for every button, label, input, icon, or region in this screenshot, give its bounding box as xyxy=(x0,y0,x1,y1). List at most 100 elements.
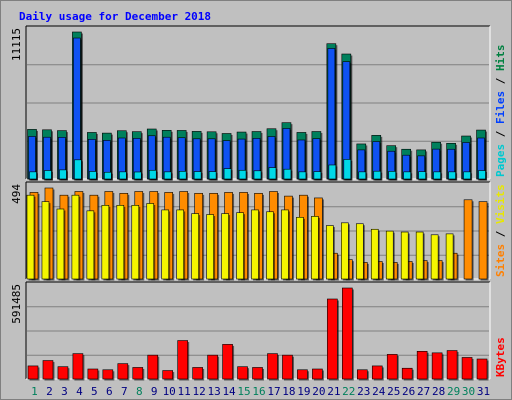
sites-bar xyxy=(206,214,216,281)
visits-bar xyxy=(478,201,489,281)
files-bar-face xyxy=(327,48,336,180)
sites-bar-face xyxy=(415,231,424,280)
kbytes-bar xyxy=(177,340,190,381)
panel-visits: 494 Sites / Visits xyxy=(10,181,507,281)
files-bar xyxy=(73,37,82,181)
sites-bar-face xyxy=(41,201,50,280)
pages-bar xyxy=(448,171,458,181)
side-label-segment: KBytes xyxy=(494,337,507,377)
kbytes-bar xyxy=(327,298,339,381)
pages-bar xyxy=(463,171,473,181)
side-label-segment: / xyxy=(494,224,507,244)
sites-bar-face xyxy=(266,211,274,280)
kbytes-bar-face xyxy=(401,367,413,380)
kbytes-bar-face xyxy=(282,354,293,380)
sites-bar xyxy=(221,213,231,281)
pages-bar-face xyxy=(433,171,441,180)
x-tick-label: 7 xyxy=(121,385,128,398)
x-tick-label: 26 xyxy=(402,385,415,398)
kbytes-bar xyxy=(476,358,489,381)
panel-requests: 11115 Pages / Files / Hits xyxy=(10,25,507,181)
side-label-segment: Visits xyxy=(494,184,507,224)
kbytes-bar-face xyxy=(252,367,263,380)
pages-bar-face xyxy=(44,170,52,180)
sites-bar-face xyxy=(370,228,379,280)
sites-bar xyxy=(385,230,395,281)
sites-bar xyxy=(251,209,261,281)
sites-bar-face xyxy=(116,205,125,280)
side-label-segment: Sites xyxy=(494,244,507,277)
kbytes-bar-face xyxy=(386,354,398,380)
kbytes-bar xyxy=(386,354,399,381)
kbytes-bar-face xyxy=(342,287,353,380)
pages-bar-face xyxy=(74,159,82,180)
kbytes-bar xyxy=(371,365,384,381)
pages-bar xyxy=(283,168,293,181)
x-tick-label: 12 xyxy=(193,385,206,398)
pages-bar-face xyxy=(223,168,232,180)
kbytes-bar-face xyxy=(42,360,54,380)
sites-bar xyxy=(296,216,305,281)
pages-bar xyxy=(268,167,278,181)
kbytes-bar xyxy=(282,354,294,381)
x-tick-label: 17 xyxy=(267,385,280,398)
kbytes-bar-face xyxy=(132,367,144,380)
kbytes-bar-face xyxy=(237,366,248,380)
x-tick-label: 29 xyxy=(447,385,460,398)
sites-bar xyxy=(281,209,290,281)
sites-bar-face xyxy=(86,210,95,280)
pages-bar xyxy=(418,171,428,181)
sites-bar xyxy=(341,222,350,281)
pages-bar-face xyxy=(163,171,172,180)
pages-bar xyxy=(29,171,38,181)
pages-bar xyxy=(148,169,158,181)
kbytes-bar-face xyxy=(177,340,188,380)
pages-bar-face xyxy=(478,170,486,180)
x-tick-label: 25 xyxy=(387,385,400,398)
pages-bar xyxy=(373,170,383,181)
pages-bar-face xyxy=(358,171,367,180)
x-tick-label: 2 xyxy=(46,385,53,398)
panel-visits-side-label: Sites / Visits xyxy=(494,184,507,277)
sites-bar-face xyxy=(430,234,439,280)
kbytes-bar-face xyxy=(117,363,129,380)
kbytes-bar-face xyxy=(162,370,174,380)
sites-bar xyxy=(445,233,455,281)
pages-bar xyxy=(133,171,143,181)
x-tick-label: 31 xyxy=(477,385,490,398)
sites-bar xyxy=(355,223,365,281)
x-tick-label: 10 xyxy=(163,385,176,398)
sites-bar xyxy=(146,203,156,281)
kbytes-bar-face xyxy=(27,365,39,380)
kbytes-bar xyxy=(267,353,279,381)
pages-bar-face xyxy=(313,171,322,180)
sites-bar-face xyxy=(326,225,334,280)
pages-bar-face xyxy=(238,169,247,180)
files-bar xyxy=(327,48,337,181)
pages-bar-face xyxy=(328,164,337,180)
pages-bar xyxy=(223,168,233,181)
pages-bar-face xyxy=(418,171,426,180)
kbytes-bar-face xyxy=(356,369,368,380)
x-tick-label: 8 xyxy=(136,385,143,398)
x-tick-label: 16 xyxy=(252,385,265,398)
kbytes-bar xyxy=(237,366,250,381)
sites-bar-face xyxy=(445,233,454,280)
pages-bar xyxy=(59,169,68,181)
panel-visits-scale-label: 494 xyxy=(10,184,23,204)
x-tick-label: 18 xyxy=(282,385,295,398)
x-tick-label: 27 xyxy=(417,385,430,398)
sites-bar-face xyxy=(400,231,409,280)
kbytes-bar xyxy=(102,369,115,381)
pages-bar-face xyxy=(148,169,157,180)
sites-bar xyxy=(415,231,425,281)
x-tick-label: 5 xyxy=(91,385,98,398)
pages-bar xyxy=(298,171,308,181)
pages-bar xyxy=(343,159,353,181)
panel-requests-side-label: Pages / Files / Hits xyxy=(494,45,507,178)
x-tick-label: 19 xyxy=(297,385,310,398)
sites-bar-face xyxy=(281,209,289,280)
pages-bar-face xyxy=(373,170,382,180)
